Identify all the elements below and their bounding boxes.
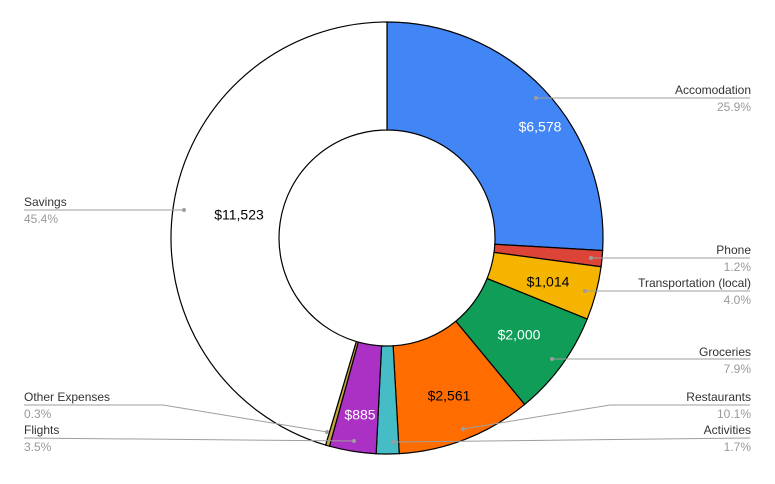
value-label-restaurants: $2,561 bbox=[428, 388, 471, 404]
leader-line-activities bbox=[392, 437, 751, 443]
label-name-flights: Flights bbox=[24, 423, 59, 437]
label-name-transportation-local: Transportation (local) bbox=[638, 276, 751, 290]
label-percent-transportation-local: 4.0% bbox=[724, 293, 752, 307]
label-name-phone: Phone bbox=[716, 243, 751, 257]
leader-dot-other-expenses bbox=[325, 430, 329, 434]
label-percent-flights: 3.5% bbox=[24, 440, 52, 454]
label-percent-accomodation: 25.9% bbox=[717, 100, 751, 114]
value-label-transportation-local: $1,014 bbox=[527, 274, 570, 290]
slice-savings[interactable] bbox=[170, 21, 388, 446]
label-name-accomodation: Accomodation bbox=[675, 83, 751, 97]
slice-accomodation[interactable] bbox=[386, 21, 604, 252]
leader-line-flights bbox=[23, 437, 355, 442]
leader-dot-phone bbox=[589, 256, 593, 260]
slice-labels: Accomodation 25.9% $6,578 Phone 1.2% Transpor… bbox=[23, 83, 752, 454]
label-name-groceries: Groceries bbox=[699, 345, 751, 359]
leader-line-other-expenses bbox=[24, 404, 328, 433]
label-percent-activities: 1.7% bbox=[724, 440, 752, 454]
label-percent-groceries: 7.9% bbox=[724, 362, 752, 376]
label-percent-other-expenses: 0.3% bbox=[24, 407, 52, 421]
leader-dot-savings bbox=[182, 208, 186, 212]
value-label-accomodation: $6,578 bbox=[519, 119, 562, 135]
value-label-flights: $885 bbox=[344, 407, 375, 423]
value-label-groceries: $2,000 bbox=[498, 327, 541, 343]
leader-dot-activities bbox=[391, 440, 395, 444]
value-label-savings: $11,523 bbox=[214, 207, 264, 223]
leader-dot-accomodation bbox=[534, 96, 538, 100]
label-name-activities: Activities bbox=[704, 423, 751, 437]
leader-dot-transportation-local bbox=[583, 289, 587, 293]
label-name-restaurants: Restaurants bbox=[686, 390, 751, 404]
slices bbox=[170, 21, 604, 455]
label-percent-restaurants: 10.1% bbox=[717, 407, 751, 421]
label-name-other-expenses: Other Expenses bbox=[24, 390, 110, 404]
label-name-savings: Savings bbox=[24, 195, 67, 209]
leader-dot-groceries bbox=[550, 357, 554, 361]
label-percent-savings: 45.4% bbox=[24, 212, 58, 226]
leader-dot-restaurants bbox=[461, 427, 465, 431]
label-percent-phone: 1.2% bbox=[724, 260, 752, 274]
leader-dot-flights bbox=[352, 439, 356, 443]
leader-line-restaurants bbox=[462, 404, 750, 430]
